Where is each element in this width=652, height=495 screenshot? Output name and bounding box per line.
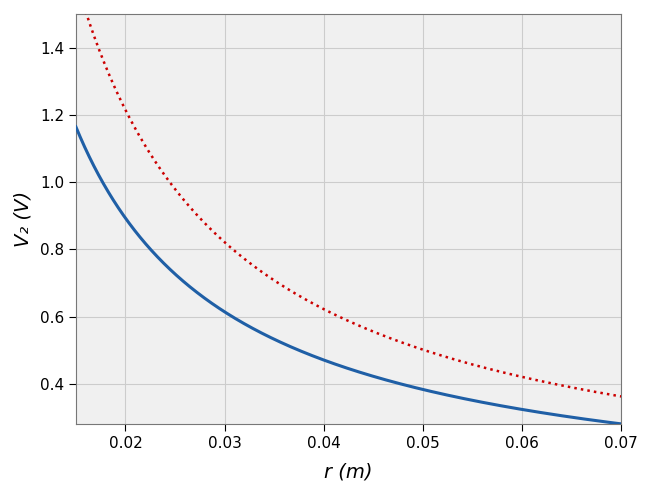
X-axis label: r (m): r (m) [324,462,373,481]
Y-axis label: V₂ (V): V₂ (V) [14,191,33,247]
